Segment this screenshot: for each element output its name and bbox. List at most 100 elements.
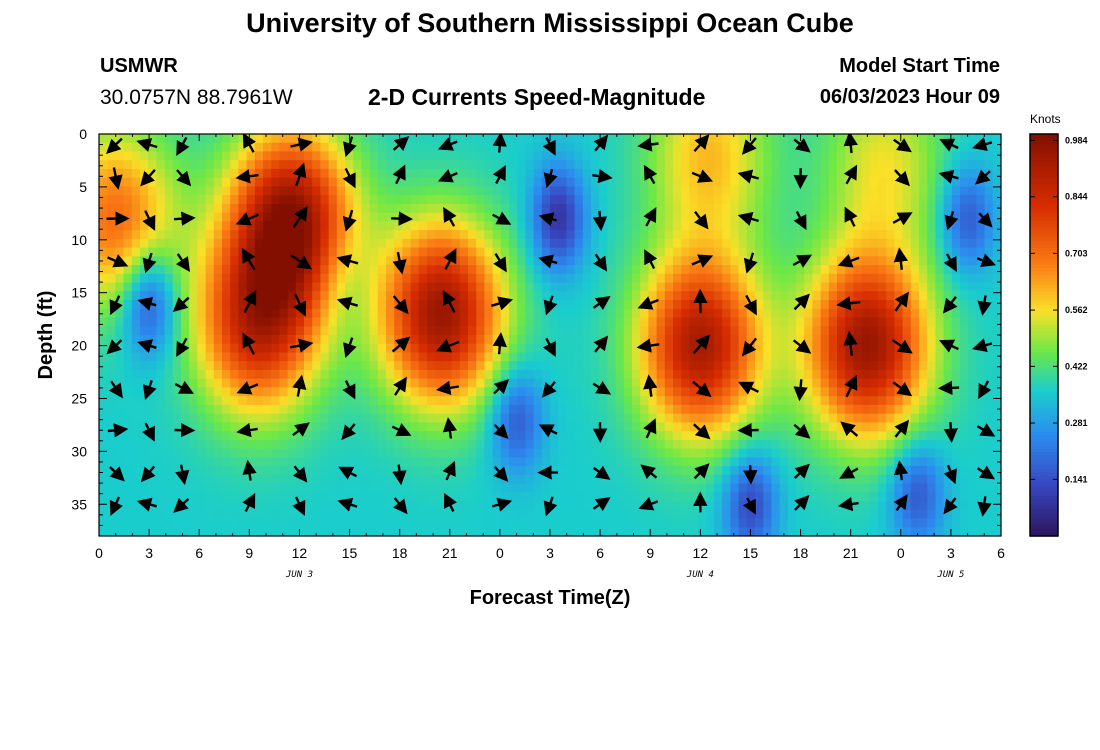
heatmap-cell	[574, 238, 584, 249]
heatmap-cell	[730, 457, 740, 467]
heatmap-cell	[541, 195, 551, 205]
heatmap-cell	[427, 291, 436, 301]
heatmap-cell	[574, 142, 584, 153]
heatmap-cell	[919, 273, 928, 284]
heatmap-cell	[623, 352, 633, 362]
heatmap-cell	[820, 273, 830, 284]
heatmap-cell	[435, 160, 444, 170]
heatmap-cell	[599, 160, 608, 170]
heatmap-cell	[582, 317, 592, 327]
heatmap-cell	[123, 282, 133, 292]
heatmap-cell	[664, 326, 674, 336]
heatmap-cell	[148, 457, 157, 467]
heatmap-cell	[435, 265, 444, 275]
heatmap-cell	[656, 457, 666, 467]
heatmap-cell	[902, 483, 912, 493]
heatmap-cell	[189, 439, 198, 450]
heatmap-cell	[427, 221, 436, 231]
heatmap-cell	[541, 466, 551, 476]
heatmap-cell	[484, 326, 494, 336]
heatmap-cell	[960, 256, 969, 266]
heatmap-cell	[722, 413, 731, 423]
heatmap-cell	[755, 186, 764, 196]
heatmap-cell	[148, 142, 157, 153]
heatmap-cell	[156, 422, 166, 432]
heatmap-cell	[500, 177, 510, 188]
heatmap-cell	[787, 238, 797, 249]
heatmap-cell	[525, 343, 535, 354]
heatmap-cell	[181, 160, 190, 170]
heatmap-cell	[197, 134, 207, 144]
heatmap-cell	[205, 466, 215, 476]
heatmap-cell	[230, 378, 239, 389]
heatmap-cell	[566, 518, 576, 528]
heatmap-cell	[787, 343, 797, 354]
heatmap-cell	[681, 256, 690, 266]
heatmap-cell	[394, 361, 403, 371]
heatmap-cell	[394, 317, 403, 327]
heatmap-cell	[410, 247, 420, 257]
heatmap-cell	[705, 134, 715, 144]
heatmap-cell	[771, 134, 781, 144]
heatmap-cell	[722, 387, 731, 397]
heatmap-cell	[763, 134, 772, 144]
heatmap-cell	[377, 230, 387, 240]
heatmap-cell	[230, 448, 239, 458]
heatmap-cell	[361, 308, 371, 319]
heatmap-cell	[353, 186, 362, 196]
heatmap-cell	[796, 186, 805, 196]
heatmap-cell	[517, 431, 526, 441]
heatmap-cell	[845, 457, 854, 467]
heatmap-cell	[254, 369, 264, 380]
heatmap-cell	[599, 203, 608, 214]
heatmap-cell	[328, 300, 338, 310]
heatmap-cell	[263, 361, 272, 371]
heatmap-cell	[254, 317, 264, 327]
heatmap-cell	[246, 396, 256, 406]
heatmap-cell	[172, 203, 182, 214]
heatmap-cell	[763, 343, 772, 354]
heatmap-cell	[369, 422, 379, 432]
heatmap-cell	[837, 439, 846, 450]
heatmap-cell	[295, 151, 305, 161]
heatmap-cell	[902, 317, 912, 327]
heatmap-cell	[107, 317, 116, 327]
heatmap-cell	[123, 378, 133, 389]
heatmap-cell	[919, 396, 928, 406]
heatmap-cell	[746, 195, 756, 205]
heatmap-cell	[763, 422, 772, 432]
heatmap-cell	[968, 474, 977, 485]
heatmap-cell	[427, 212, 436, 222]
heatmap-cell	[336, 247, 346, 257]
heatmap-cell	[172, 448, 182, 458]
heatmap-cell	[459, 518, 469, 528]
heatmap-cell	[582, 212, 592, 222]
heatmap-cell	[509, 265, 518, 275]
heatmap-cell	[755, 474, 764, 485]
heatmap-cell	[656, 151, 666, 161]
heatmap-cell	[156, 230, 166, 240]
heatmap-cell	[172, 527, 182, 536]
heatmap-cell	[140, 404, 149, 415]
heatmap-cell	[279, 160, 289, 170]
heatmap-cell	[377, 439, 387, 450]
heatmap-cell	[410, 352, 420, 362]
heatmap-cell	[353, 247, 362, 257]
heatmap-cell	[509, 247, 518, 257]
heatmap-cell	[140, 291, 149, 301]
heatmap-cell	[960, 212, 969, 222]
heatmap-cell	[131, 203, 141, 214]
heatmap-cell	[304, 457, 313, 467]
heatmap-cell	[99, 448, 108, 458]
heatmap-cell	[697, 448, 707, 458]
heatmap-cell	[853, 378, 863, 389]
heatmap-cell	[853, 396, 863, 406]
heatmap-cell	[582, 134, 592, 144]
heatmap-cell	[394, 230, 403, 240]
heatmap-cell	[763, 177, 772, 188]
heatmap-cell	[886, 195, 895, 205]
heatmap-cell	[476, 212, 485, 222]
heatmap-cell	[689, 335, 699, 345]
heatmap-cell	[861, 413, 871, 423]
heatmap-cell	[632, 431, 641, 441]
